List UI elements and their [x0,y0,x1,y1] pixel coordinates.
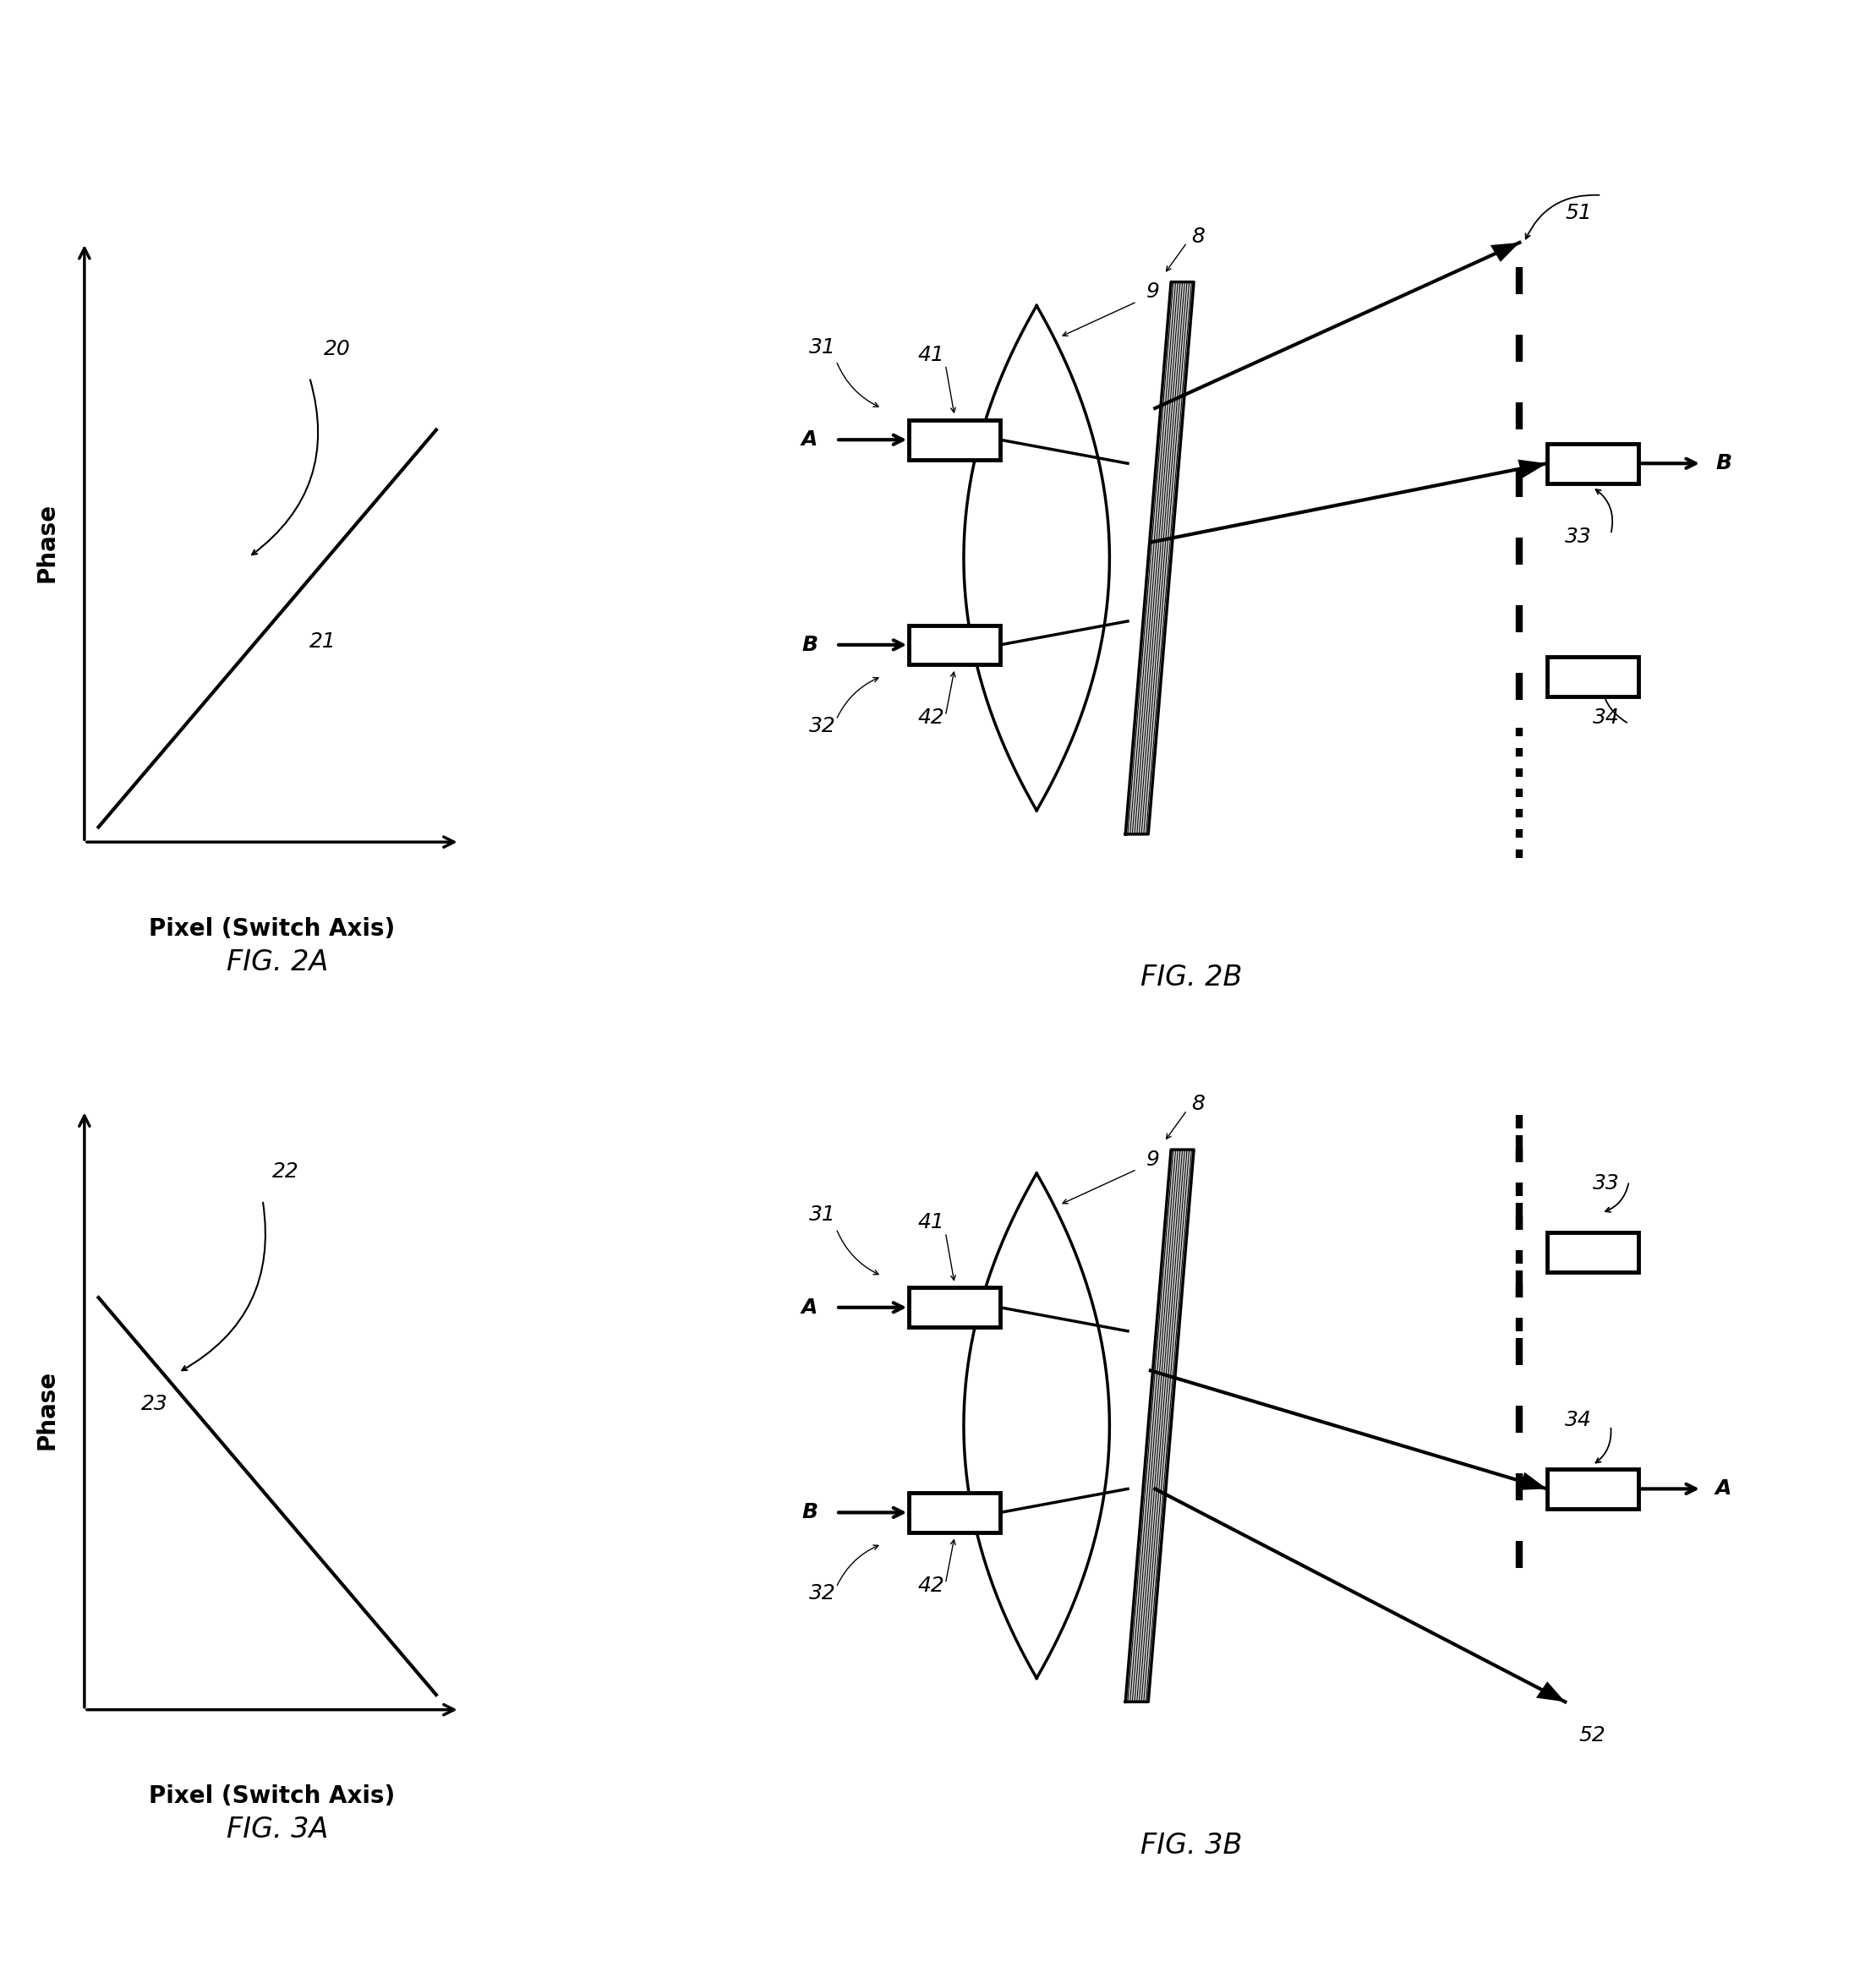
Text: B: B [1715,454,1732,473]
Text: 22: 22 [272,1162,298,1181]
Text: FIG. 2B: FIG. 2B [1141,964,1242,992]
Text: 8: 8 [1191,1094,1204,1114]
Text: 31: 31 [809,1205,835,1225]
Text: 33: 33 [1593,1173,1619,1193]
Text: A: A [801,1298,818,1317]
Text: 51: 51 [1565,203,1593,223]
Polygon shape [1518,459,1548,477]
Bar [1548,444,1638,483]
Text: Pixel (Switch Axis): Pixel (Switch Axis) [148,917,396,941]
Bar [910,1493,1000,1532]
Polygon shape [1126,1150,1193,1702]
Bar [910,1288,1000,1327]
Text: 9: 9 [1146,282,1159,302]
Text: 23: 23 [141,1394,167,1414]
Text: 41: 41 [917,1213,946,1232]
Text: 52: 52 [1580,1726,1606,1745]
Bar [1548,1469,1638,1509]
Text: B: B [801,1503,818,1522]
Text: Pixel (Switch Axis): Pixel (Switch Axis) [148,1785,396,1808]
Text: 20: 20 [323,339,351,359]
Polygon shape [1490,243,1520,262]
Text: 21: 21 [310,631,336,651]
Text: 41: 41 [917,345,946,365]
Polygon shape [1536,1682,1565,1702]
Text: 42: 42 [917,1576,946,1595]
Polygon shape [1518,1473,1548,1491]
Bar [910,420,1000,459]
Bar [910,625,1000,665]
Text: Phase: Phase [36,1371,58,1449]
Text: 34: 34 [1593,708,1619,728]
Bar [1548,657,1638,696]
Text: FIG. 3B: FIG. 3B [1141,1832,1242,1860]
Text: B: B [801,635,818,655]
Text: A: A [801,430,818,450]
Text: A: A [1715,1479,1732,1499]
Text: FIG. 3A: FIG. 3A [227,1816,328,1844]
Text: 32: 32 [809,1584,835,1603]
Bar [1548,1232,1638,1272]
Text: 32: 32 [809,716,835,736]
Text: FIG. 2A: FIG. 2A [227,949,328,976]
Polygon shape [1126,282,1193,834]
Text: 34: 34 [1565,1410,1593,1430]
Text: 42: 42 [917,708,946,728]
Text: 33: 33 [1565,527,1593,546]
Text: 31: 31 [809,337,835,357]
Text: Phase: Phase [36,503,58,582]
Text: 8: 8 [1191,227,1204,247]
Text: 9: 9 [1146,1150,1159,1169]
